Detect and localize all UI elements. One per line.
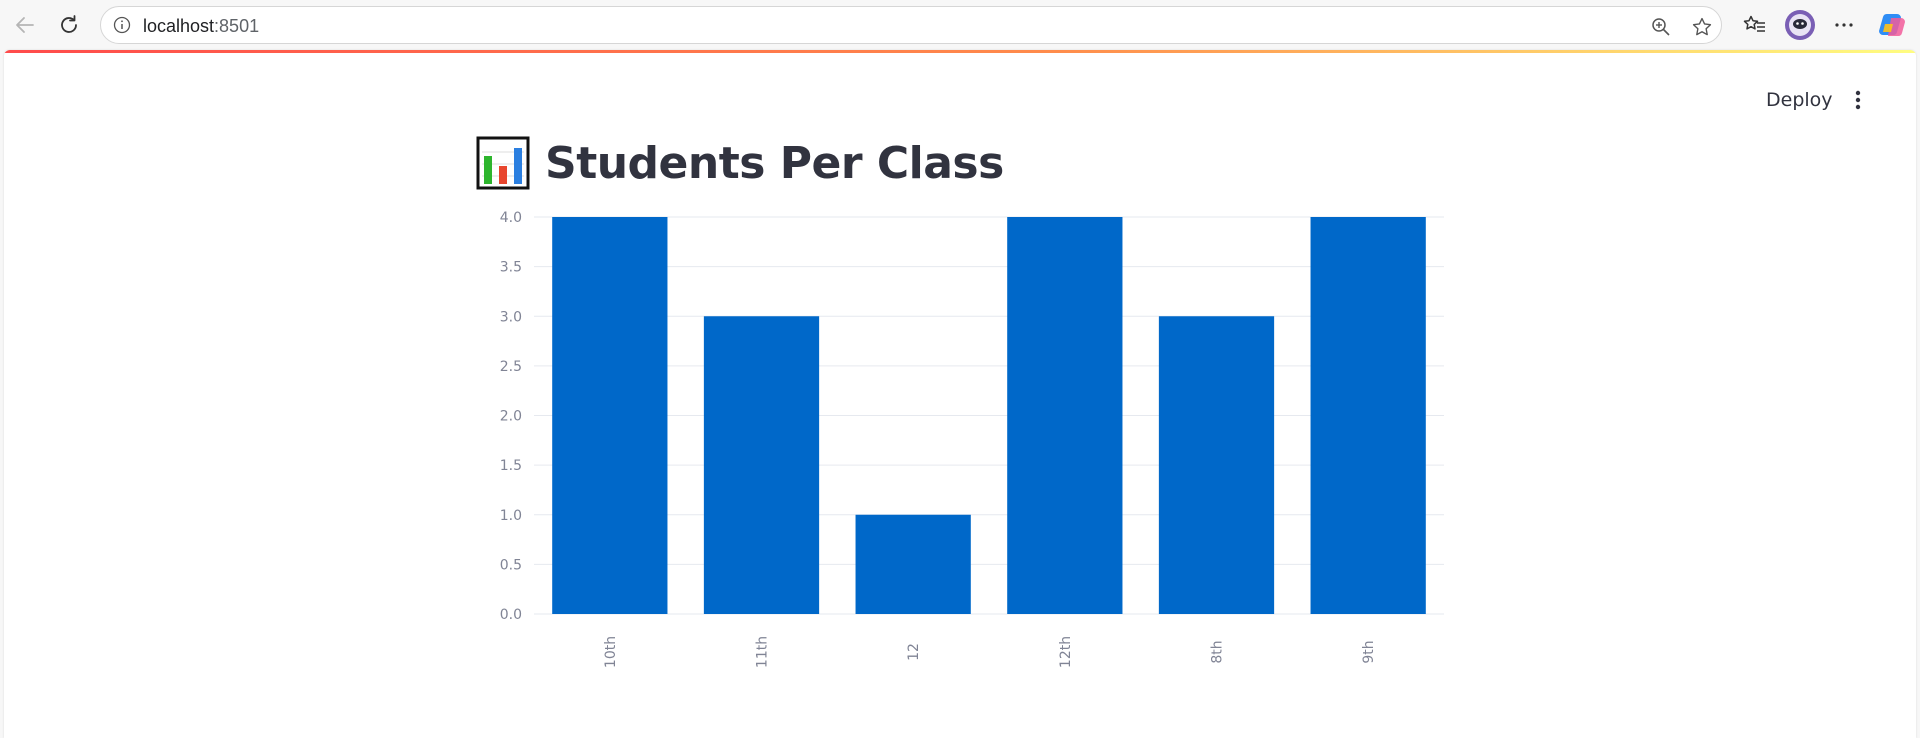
bar[interactable]: [1310, 217, 1426, 614]
bar[interactable]: [855, 514, 971, 614]
reload-icon: [61, 15, 77, 33]
y-tick-label: 2.5: [500, 359, 522, 375]
deploy-button[interactable]: Deploy: [1766, 89, 1833, 111]
copilot-button[interactable]: [1875, 8, 1909, 42]
favorites-button[interactable]: [1738, 8, 1772, 42]
url-host: localhost: [143, 16, 215, 36]
info-icon[interactable]: [113, 16, 131, 34]
bar-chart: 0.0 0.5 1.0 1.5 2.0 2.5 3.0 3.5 4.0 10th 11th 12 12t…: [500, 210, 1444, 668]
y-tick-label: 4.0: [500, 210, 522, 226]
app-viewport: Deploy Students Per Class 0.0 0.5 1.0 1.5 2.…: [4, 50, 1916, 738]
x-tick-label: 12th: [1058, 636, 1074, 668]
reload-button[interactable]: [52, 8, 86, 42]
x-tick-label: 11th: [755, 636, 771, 668]
x-tick-label: 9th: [1361, 640, 1377, 663]
favorite-star-icon: [1692, 17, 1712, 36]
page-title: Students Per Class: [545, 137, 1004, 189]
x-tick-label: 12: [906, 643, 922, 661]
bar[interactable]: [703, 316, 820, 614]
more-options-icon: [1835, 23, 1853, 27]
main-menu-button[interactable]: [1844, 86, 1872, 114]
more-options-button[interactable]: [1827, 8, 1861, 42]
bar[interactable]: [1158, 316, 1275, 614]
back-icon: [16, 17, 34, 33]
y-tick-label: 1.0: [500, 508, 522, 524]
header-decoration: [4, 50, 1916, 53]
browser-toolbar: localhost:8501: [0, 0, 1920, 50]
bar[interactable]: [1007, 217, 1123, 614]
address-bar[interactable]: localhost:8501: [100, 6, 1722, 44]
y-tick-label: 1.5: [500, 458, 522, 474]
zoom-icon: [1652, 18, 1670, 36]
y-tick-label: 0.0: [500, 607, 522, 623]
back-button[interactable]: [8, 8, 42, 42]
copilot-icon: [1879, 13, 1905, 37]
add-favorite-button[interactable]: [1690, 15, 1714, 39]
zoom-button[interactable]: [1649, 15, 1673, 39]
bar[interactable]: [552, 217, 668, 614]
profile-avatar-icon: [1785, 10, 1815, 40]
x-tick-label: 10th: [603, 636, 619, 668]
url-port: :8501: [214, 16, 260, 36]
y-tick-label: 0.5: [500, 557, 522, 573]
url-text[interactable]: localhost:8501: [143, 16, 259, 37]
kebab-menu-icon: [1855, 90, 1861, 110]
page-title-row: Students Per Class: [476, 132, 1004, 194]
x-tick-label: 8th: [1210, 640, 1226, 663]
y-tick-label: 3.5: [500, 260, 522, 276]
y-tick-label: 2.0: [500, 409, 522, 425]
favorites-list-icon: [1743, 15, 1765, 32]
y-tick-label: 3.0: [500, 309, 522, 325]
profile-button[interactable]: [1783, 8, 1817, 42]
bar-chart-emoji-icon: [476, 136, 530, 190]
